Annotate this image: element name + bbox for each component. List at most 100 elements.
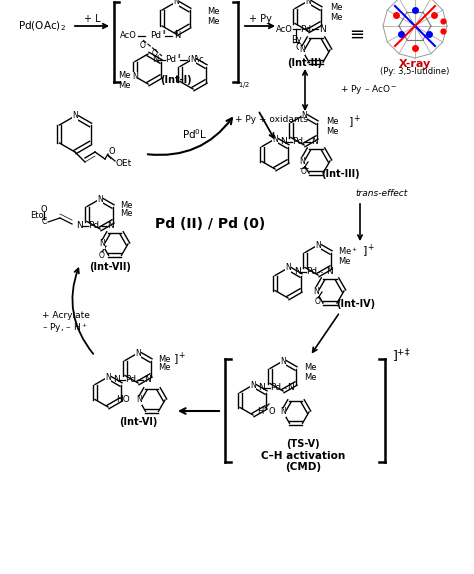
Text: $\equiv$: $\equiv$ <box>346 25 365 43</box>
Text: Pd(OAc)$_2$: Pd(OAc)$_2$ <box>18 19 66 33</box>
Text: trans-effect: trans-effect <box>355 189 407 199</box>
Text: + Py + oxidants: + Py + oxidants <box>235 114 308 123</box>
Text: Pd: Pd <box>125 375 136 385</box>
Text: Pd: Pd <box>300 25 311 33</box>
Text: N: N <box>190 55 196 64</box>
Text: N: N <box>299 157 305 165</box>
Text: N: N <box>113 375 120 385</box>
Text: N: N <box>326 267 333 277</box>
Text: C–H activation: C–H activation <box>261 451 345 461</box>
Text: (Py: 3,5-lutidine): (Py: 3,5-lutidine) <box>380 67 450 76</box>
Text: + Py – AcO$^-$: + Py – AcO$^-$ <box>340 83 398 96</box>
Text: N: N <box>250 381 256 390</box>
Text: N: N <box>301 111 307 119</box>
Text: N: N <box>280 408 286 417</box>
Text: Pd (II) / Pd (0): Pd (II) / Pd (0) <box>155 217 265 231</box>
Text: O: O <box>315 297 321 305</box>
Text: (Int-I): (Int-I) <box>160 75 192 85</box>
Text: N: N <box>280 356 286 366</box>
Text: $_{1/2}$: $_{1/2}$ <box>238 80 250 91</box>
Text: (TS-V): (TS-V) <box>286 439 320 449</box>
Text: (Int-IV): (Int-IV) <box>337 299 375 309</box>
Text: N: N <box>315 241 321 250</box>
Text: N: N <box>97 195 103 204</box>
Text: (CMD): (CMD) <box>285 462 321 472</box>
Text: Me: Me <box>304 363 317 373</box>
Text: II: II <box>162 29 166 34</box>
Text: Pd: Pd <box>292 138 303 146</box>
Text: + Py: + Py <box>248 14 272 24</box>
Text: Me: Me <box>207 17 219 25</box>
Text: Pd: Pd <box>270 383 281 393</box>
Text: O: O <box>99 250 105 259</box>
Text: O: O <box>109 148 115 157</box>
Text: N: N <box>105 373 111 382</box>
Text: N: N <box>135 348 141 358</box>
Text: AcO: AcO <box>276 25 293 33</box>
Text: O: O <box>301 166 307 176</box>
Text: N: N <box>280 138 287 146</box>
Text: – Py, – H$^+$: – Py, – H$^+$ <box>42 321 88 335</box>
Text: Pd$^0$L: Pd$^0$L <box>182 127 208 141</box>
Text: Me: Me <box>118 72 130 80</box>
Text: N: N <box>76 222 83 231</box>
Text: N: N <box>174 32 181 41</box>
Text: C: C <box>41 218 46 227</box>
Text: Me: Me <box>207 6 219 15</box>
Text: N: N <box>258 383 265 393</box>
Text: Pd: Pd <box>88 222 99 231</box>
Text: Me: Me <box>158 355 171 363</box>
Text: N: N <box>152 56 158 64</box>
Text: Me: Me <box>330 3 343 13</box>
Text: Py: Py <box>291 36 302 45</box>
Text: (Int-VII): (Int-VII) <box>89 262 131 272</box>
Text: N: N <box>311 138 318 146</box>
Text: O: O <box>152 48 158 57</box>
Text: N: N <box>72 111 78 121</box>
Text: Me: Me <box>304 373 317 382</box>
Text: N: N <box>144 375 151 385</box>
Text: ]$^{+‡}$: ]$^{+‡}$ <box>392 347 410 364</box>
Text: Me: Me <box>118 80 130 90</box>
Text: N: N <box>287 383 294 393</box>
Text: X-ray: X-ray <box>399 59 431 69</box>
Text: Me$^+$: Me$^+$ <box>338 245 358 257</box>
Text: (Int-III): (Int-III) <box>321 169 359 179</box>
Text: O: O <box>41 204 47 214</box>
Text: AcO: AcO <box>120 32 137 41</box>
Text: + Acrylate: + Acrylate <box>42 312 90 320</box>
Text: N: N <box>299 45 305 55</box>
Text: (Int-II): (Int-II) <box>287 58 323 68</box>
Text: N: N <box>272 134 278 144</box>
Text: N: N <box>107 222 114 231</box>
Text: OEt: OEt <box>116 160 132 169</box>
Text: N: N <box>294 267 301 277</box>
Text: ]$^+$: ]$^+$ <box>173 351 187 367</box>
Text: Pd: Pd <box>165 56 176 64</box>
Text: Me: Me <box>120 200 133 210</box>
Text: N: N <box>132 72 138 81</box>
Text: O: O <box>296 42 302 52</box>
Text: Eto: Eto <box>30 211 44 220</box>
Text: HO: HO <box>116 395 130 405</box>
Text: ]$^+$: ]$^+$ <box>362 242 375 259</box>
Text: N: N <box>173 0 179 6</box>
Text: O: O <box>269 408 275 417</box>
Text: Pd: Pd <box>306 267 317 277</box>
Text: N: N <box>99 239 105 249</box>
Text: N: N <box>305 0 311 6</box>
Text: N: N <box>285 263 291 273</box>
Text: Me: Me <box>120 210 133 219</box>
Text: Me: Me <box>326 118 338 126</box>
Text: O: O <box>140 41 146 51</box>
Text: Pd: Pd <box>150 32 161 41</box>
Text: ]$^+$: ]$^+$ <box>348 114 362 130</box>
Text: Me: Me <box>158 363 171 373</box>
Text: II: II <box>177 53 181 59</box>
Text: Me: Me <box>330 13 343 21</box>
Text: Me: Me <box>326 126 338 135</box>
Text: OAc: OAc <box>188 56 205 64</box>
Text: N: N <box>136 395 142 405</box>
Text: Me: Me <box>338 257 350 266</box>
Text: N: N <box>319 25 326 33</box>
